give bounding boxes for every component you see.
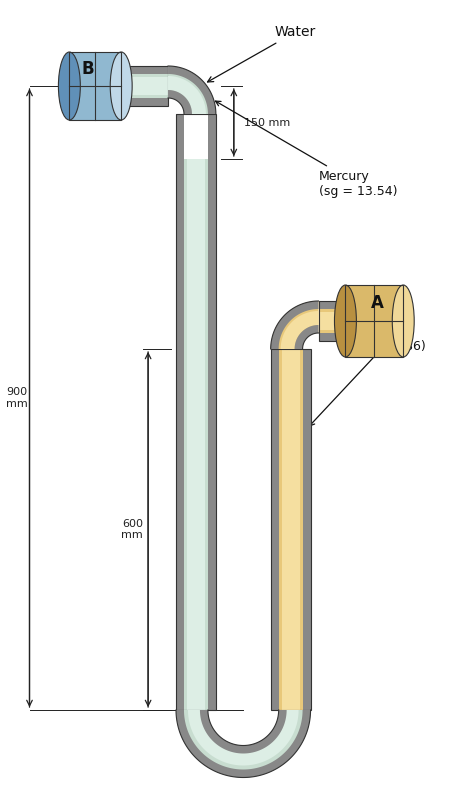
Bar: [109, 66, 168, 74]
Bar: [176, 114, 216, 710]
Bar: [271, 349, 310, 710]
Text: Mercury
(sg = 13.54): Mercury (sg = 13.54): [216, 101, 397, 198]
Bar: [187, 114, 205, 710]
Bar: [69, 52, 121, 120]
Text: 150 mm: 150 mm: [244, 118, 290, 128]
Text: 600
mm: 600 mm: [121, 518, 143, 540]
Ellipse shape: [392, 285, 414, 357]
Bar: [109, 77, 168, 95]
Text: 900
mm: 900 mm: [6, 387, 27, 409]
Text: Oil
(sg = 0.86): Oil (sg = 0.86): [310, 325, 426, 426]
Ellipse shape: [110, 52, 132, 120]
Bar: [184, 114, 208, 159]
Polygon shape: [176, 710, 310, 777]
Bar: [302, 349, 310, 710]
Bar: [319, 301, 360, 341]
Ellipse shape: [335, 285, 356, 357]
Bar: [319, 301, 360, 309]
Bar: [109, 66, 168, 106]
Bar: [69, 52, 121, 120]
Bar: [176, 114, 184, 710]
Polygon shape: [200, 710, 287, 754]
Bar: [346, 285, 403, 357]
Bar: [346, 285, 403, 357]
Polygon shape: [271, 301, 319, 349]
Polygon shape: [271, 301, 319, 349]
Text: Water: Water: [208, 25, 316, 82]
Bar: [109, 98, 168, 106]
Bar: [271, 349, 310, 710]
Bar: [208, 114, 216, 159]
Polygon shape: [188, 710, 299, 765]
Bar: [319, 301, 360, 341]
Bar: [282, 349, 300, 710]
Polygon shape: [168, 66, 216, 114]
Bar: [176, 114, 216, 710]
Bar: [208, 114, 216, 710]
Polygon shape: [168, 66, 216, 114]
Polygon shape: [176, 710, 310, 777]
Polygon shape: [281, 311, 319, 349]
Text: B: B: [81, 60, 94, 78]
Polygon shape: [168, 90, 192, 114]
Text: A: A: [371, 294, 383, 312]
Bar: [109, 66, 168, 106]
Bar: [176, 114, 184, 159]
Polygon shape: [168, 76, 206, 114]
Ellipse shape: [58, 52, 80, 120]
Bar: [319, 312, 360, 330]
Bar: [319, 333, 360, 341]
Polygon shape: [295, 325, 319, 349]
Bar: [271, 349, 279, 710]
